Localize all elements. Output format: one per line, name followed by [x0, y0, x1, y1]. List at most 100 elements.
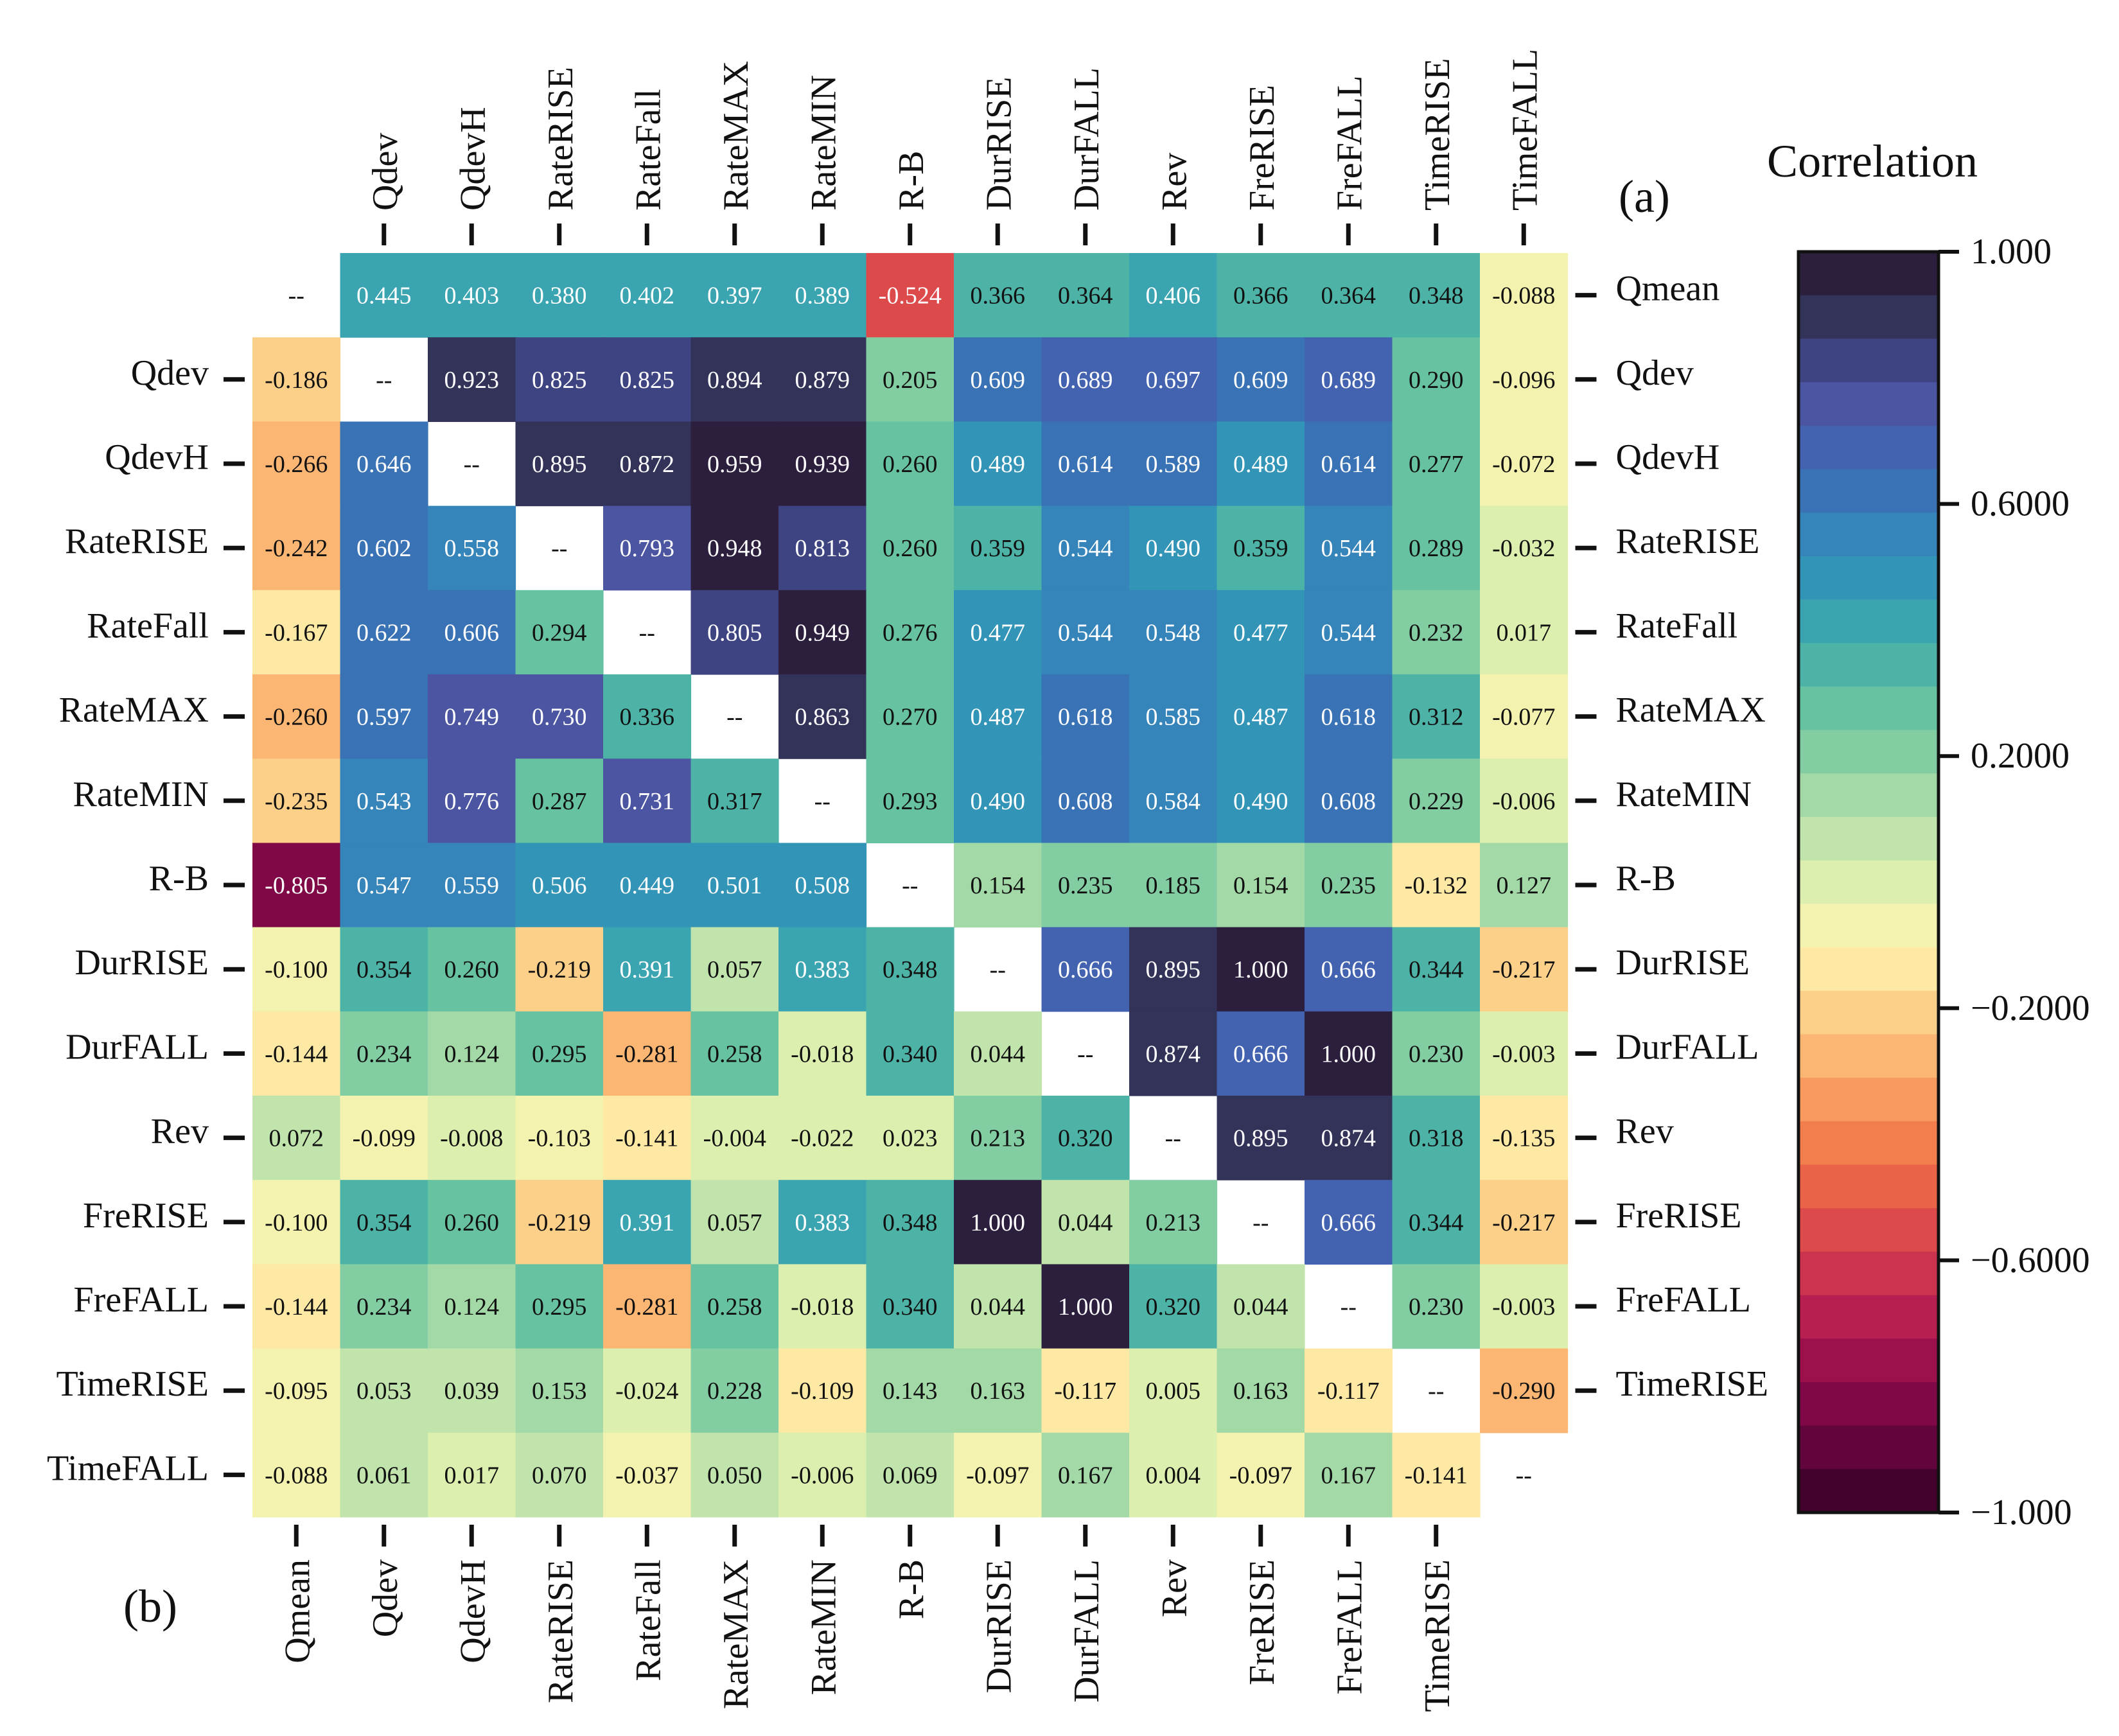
cell-value-label: 0.312: [1409, 704, 1464, 731]
cell-diagonal-label: --: [1516, 1462, 1532, 1489]
heatmap-cell: [1480, 843, 1569, 928]
cell-value-label: -0.096: [1492, 367, 1555, 394]
cell-value-label: -0.132: [1405, 872, 1468, 899]
heatmap-cell: [1480, 505, 1569, 591]
y-tick-label-left: FreRISE: [83, 1196, 209, 1236]
cell-value-label: 0.260: [883, 535, 938, 562]
cell-value-label: 0.057: [707, 1209, 762, 1236]
heatmap-cell: [1041, 590, 1130, 675]
heatmap-cell: [252, 1011, 341, 1096]
heatmap-cell: [778, 253, 867, 338]
cell-value-label: 0.383: [795, 1209, 850, 1236]
cell-value-label: 0.825: [532, 367, 587, 394]
heatmap-cell: [1217, 1348, 1305, 1434]
cell-value-label: 0.749: [444, 704, 500, 731]
cell-value-label: -0.072: [1492, 451, 1555, 478]
cell-value-label: 0.608: [1058, 788, 1113, 815]
colorbar-segment: [1798, 1338, 1939, 1383]
colorbar-segment: [1798, 947, 1939, 992]
cell-value-label: 0.317: [707, 788, 762, 815]
heatmap-cell: [1129, 253, 1218, 338]
heatmap-cell: [1217, 337, 1305, 422]
y-tick-label-right: DurFALL: [1616, 1027, 1759, 1067]
cell-value-label: 0.213: [1146, 1209, 1201, 1236]
cell-value-label: 0.057: [707, 956, 762, 983]
cell-value-label: -0.099: [353, 1125, 416, 1152]
heatmap-cell: [428, 1264, 516, 1349]
heatmap-cell: [340, 1348, 428, 1434]
cell-value-label: 0.143: [883, 1378, 938, 1405]
colorbar-segment: [1798, 1034, 1939, 1078]
heatmap-cell: [1480, 337, 1569, 422]
x-tick-label-top: Rev: [1154, 153, 1194, 211]
heatmap-cell: [1392, 590, 1481, 675]
cell-value-label: 0.805: [707, 619, 762, 646]
cell-value-label: 0.364: [1058, 283, 1113, 310]
heatmap-cell: [428, 1432, 516, 1518]
heatmap-cell: [340, 1096, 428, 1180]
x-tick-label-top: FreFALL: [1330, 76, 1369, 211]
cell-value-label: -0.144: [265, 1293, 328, 1320]
x-tick-label-top: R-B: [892, 151, 931, 211]
heatmap-cell: [252, 337, 341, 422]
cell-value-label: 0.320: [1146, 1293, 1201, 1320]
heatmap-cell: [866, 337, 954, 422]
heatmap-cell: [515, 927, 604, 1012]
cell-value-label: 0.004: [1146, 1462, 1201, 1489]
cell-value-label: 0.383: [795, 956, 850, 983]
y-tick-label-right: FreFALL: [1616, 1280, 1752, 1320]
heatmap-cell: [1041, 927, 1130, 1012]
cell-value-label: 0.825: [620, 367, 675, 394]
colorbar-segment: [1798, 1208, 1939, 1252]
cell-value-label: -0.003: [1492, 1040, 1555, 1067]
cell-value-label: 0.359: [1233, 535, 1288, 562]
cell-diagonal-label: --: [726, 704, 743, 731]
cell-value-label: -0.018: [791, 1293, 854, 1320]
heatmap-cell: [1041, 758, 1130, 843]
cell-value-label: 0.506: [532, 872, 587, 899]
cell-value-label: 0.397: [707, 283, 762, 310]
cell-value-label: 0.589: [1146, 451, 1201, 478]
heatmap-cell: [866, 1264, 954, 1349]
heatmap-cell: [340, 843, 428, 928]
cell-value-label: 0.948: [707, 535, 762, 562]
heatmap-cell: [1217, 843, 1305, 928]
cell-value-label: 1.000: [1058, 1293, 1113, 1320]
cell-value-label: -0.097: [1229, 1462, 1292, 1489]
heatmap-cell: [252, 927, 341, 1012]
heatmap-cell: [1305, 1432, 1393, 1518]
x-tick-label-bottom: Rev: [1154, 1559, 1194, 1617]
colorbar-segment: [1798, 904, 1939, 948]
heatmap-cell: [603, 927, 692, 1012]
cell-value-label: 0.602: [356, 535, 412, 562]
cell-value-label: 0.666: [1058, 956, 1113, 983]
cell-value-label: -0.032: [1492, 535, 1555, 562]
cell-value-label: 0.069: [883, 1462, 938, 1489]
heatmap-cell: [1217, 253, 1305, 338]
heatmap-cell: [252, 505, 341, 591]
y-tick-label-right: TimeRISE: [1616, 1364, 1769, 1404]
cell-value-label: 0.391: [620, 1209, 675, 1236]
heatmap-cell: [1041, 421, 1130, 507]
cell-diagonal-label: --: [990, 956, 1006, 983]
heatmap-cell: [428, 927, 516, 1012]
cell-value-label: 0.044: [971, 1040, 1026, 1067]
cell-value-label: 0.614: [1321, 451, 1376, 478]
cell-value-label: 0.606: [444, 619, 500, 646]
cell-value-label: 0.289: [1409, 535, 1464, 562]
heatmap-cell: [428, 590, 516, 675]
y-tick-label-right: DurRISE: [1616, 943, 1750, 983]
y-tick-label-right: RateFall: [1616, 606, 1738, 645]
heatmap-cell: [778, 1432, 867, 1518]
cell-value-label: 0.277: [1409, 451, 1464, 478]
colorbar-segment: [1798, 252, 1939, 296]
cell-value-label: 0.017: [444, 1462, 500, 1489]
heatmap-cell: [1305, 337, 1393, 422]
colorbar-tick-label: 0.6000: [1971, 484, 2070, 524]
heatmap-cell: [1480, 758, 1569, 843]
heatmap-cell: [866, 1096, 954, 1180]
cell-value-label: 0.489: [1233, 451, 1288, 478]
cell-value-label: -0.186: [265, 367, 328, 394]
cell-value-label: 0.336: [620, 704, 675, 731]
heatmap-cell: [515, 1096, 604, 1180]
